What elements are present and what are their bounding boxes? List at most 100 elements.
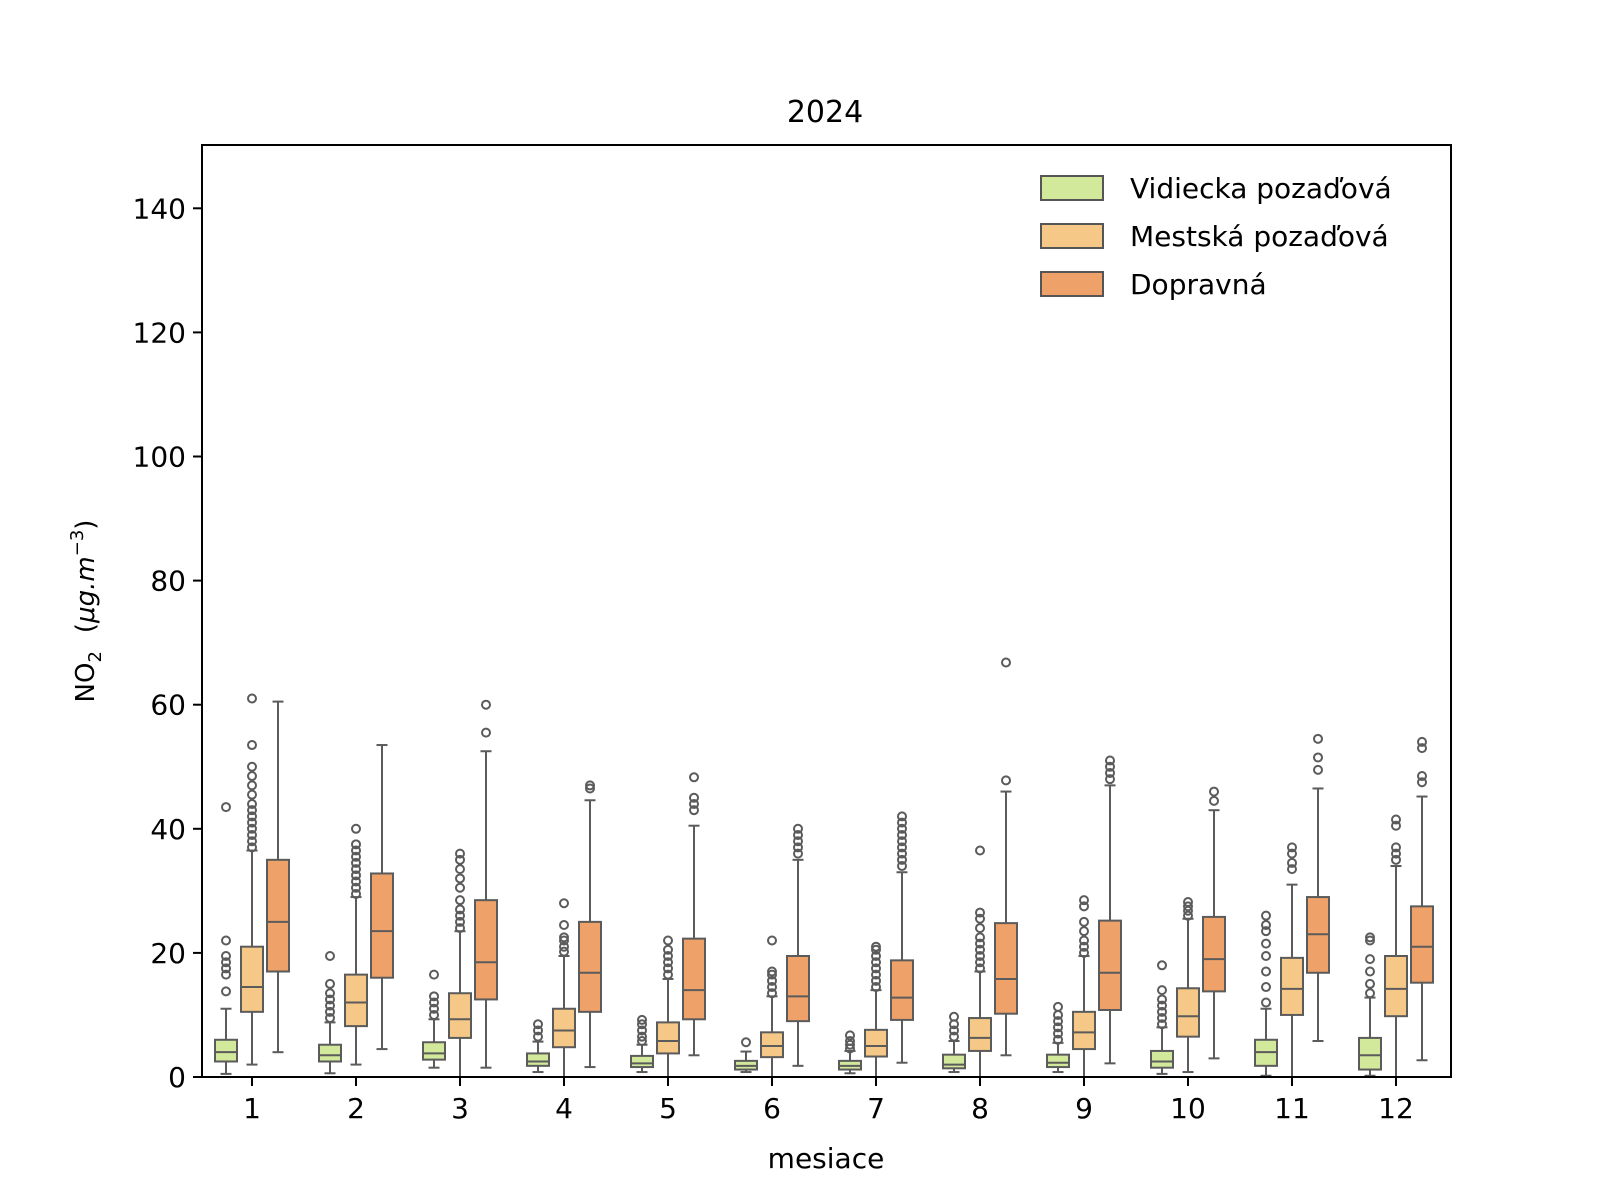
outlier-point [247, 789, 257, 800]
x-tick-label: 11 [1274, 1092, 1310, 1125]
outlier-point [1417, 743, 1427, 754]
box-group [344, 823, 368, 1066]
box-group [318, 951, 342, 1075]
plot-frame [201, 144, 1452, 1078]
outlier-point [221, 802, 231, 813]
outlier-point [533, 1025, 543, 1036]
y-axis-label-unit-open: ( [71, 623, 101, 633]
y-tick-label: 40 [150, 813, 186, 846]
box-group [1072, 895, 1096, 1078]
outlier-point [559, 919, 569, 930]
outlier-point [221, 963, 231, 974]
outlier-point [1261, 919, 1271, 930]
outlier-point [247, 805, 257, 816]
box [968, 1017, 992, 1052]
box-group [1280, 842, 1304, 1078]
outlier-point [1157, 994, 1167, 1005]
outlier-point [585, 780, 595, 791]
box [890, 959, 914, 1021]
outlier-point [975, 963, 985, 974]
outlier-point [221, 986, 231, 997]
outlier-point [429, 969, 439, 980]
box [630, 1054, 654, 1069]
outlier-point [221, 935, 231, 946]
outlier-point [767, 975, 777, 986]
outlier-point [1157, 1006, 1167, 1017]
outlier-point [897, 811, 907, 822]
outlier-point [455, 916, 465, 927]
outlier-point [637, 1031, 647, 1042]
outlier-point [689, 772, 699, 783]
outlier-point [871, 957, 881, 968]
x-tick-label: 9 [1075, 1092, 1093, 1125]
outlier-point [1417, 736, 1427, 747]
chart-title: 2024 [787, 95, 863, 130]
legend-label-series-2: Mestská pozaďová [1130, 220, 1389, 253]
outlier-point [1391, 814, 1401, 825]
outlier-point [637, 1014, 647, 1025]
outlier-point [351, 870, 361, 881]
outlier-point [975, 923, 985, 934]
outlier-point [663, 957, 673, 968]
outlier-point [247, 817, 257, 828]
outlier-point [845, 1030, 855, 1041]
outlier-point [689, 798, 699, 809]
x-tick-label: 4 [555, 1092, 573, 1125]
y-axis-label-subscript: 2 [85, 651, 106, 662]
y-tick-label: 100 [133, 441, 186, 474]
box [214, 1038, 238, 1063]
x-tick-label: 3 [451, 1092, 469, 1125]
outlier-point [247, 823, 257, 834]
outlier-point [1209, 786, 1219, 797]
y-axis-label-unit: μg.m [71, 556, 101, 624]
y-tick-label: 80 [150, 565, 186, 598]
y-tick-label: 140 [133, 192, 186, 225]
box-group [1176, 897, 1200, 1074]
box-group [1358, 932, 1382, 1077]
box [1280, 956, 1304, 1016]
outlier-point [1183, 910, 1193, 921]
box-group [656, 935, 680, 1078]
x-tick-label: 5 [659, 1092, 677, 1125]
outlier-point [1391, 848, 1401, 859]
outlier-point [871, 969, 881, 980]
x-axis: 1 2 3 4 5 6 7 8 9 10 11 12 [243, 1077, 1414, 1125]
outlier-point [975, 932, 985, 943]
outlier-point [975, 938, 985, 949]
outlier-point [559, 941, 569, 952]
outlier-point [1079, 916, 1089, 927]
outlier-point [767, 935, 777, 946]
outlier-point [455, 854, 465, 865]
outlier-point [559, 898, 569, 909]
outlier-point [1105, 767, 1115, 778]
x-tick-label: 7 [867, 1092, 885, 1125]
box-group [266, 700, 290, 1054]
outlier-point [247, 693, 257, 704]
outlier-point [871, 975, 881, 986]
outlier-point [247, 836, 257, 847]
y-tick-label: 60 [150, 689, 186, 722]
x-tick-label: 6 [763, 1092, 781, 1125]
box [864, 1028, 888, 1058]
legend-label-series-3: Dopravná [1130, 268, 1267, 301]
outlier-point [871, 944, 881, 955]
outlier-point [871, 982, 881, 993]
y-axis-label-unit-close: ) [71, 520, 101, 530]
outlier-point [845, 1036, 855, 1047]
outlier-point [559, 932, 569, 943]
box [552, 1007, 576, 1049]
x-tick-label: 10 [1170, 1092, 1206, 1125]
outlier-point [1157, 1013, 1167, 1024]
outlier-point [247, 780, 257, 791]
outlier-point [663, 951, 673, 962]
outlier-point [1313, 733, 1323, 744]
outlier-point [975, 907, 985, 918]
outlier-point [975, 845, 985, 856]
outlier-point [533, 1019, 543, 1030]
outlier-point [1417, 771, 1427, 782]
outlier-point [1365, 988, 1375, 999]
outlier-point [351, 876, 361, 887]
outlier-point [1391, 842, 1401, 853]
box [474, 899, 498, 1001]
box [656, 1021, 680, 1055]
